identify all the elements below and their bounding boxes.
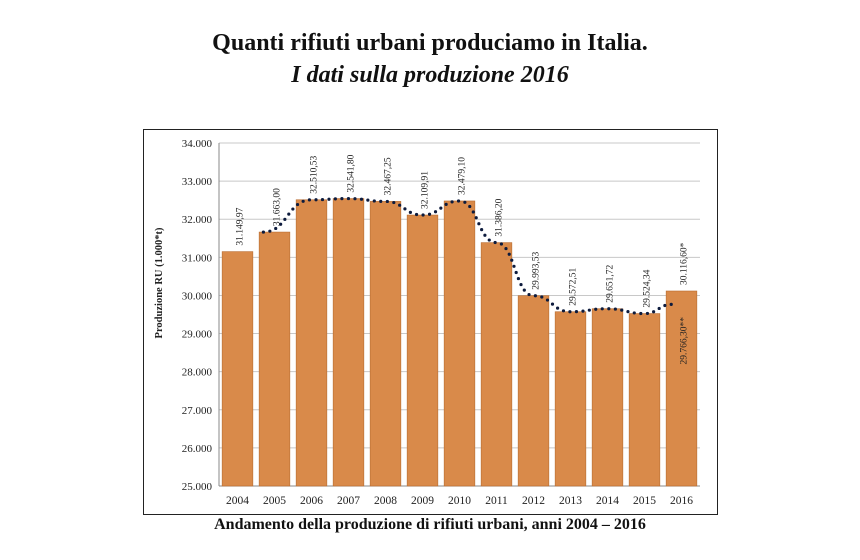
x-tick-label: 2014 (596, 495, 619, 507)
data-label: 32.467,25 (384, 157, 394, 195)
data-label: 29.524,34 (643, 269, 653, 307)
y-tick-label: 34.000 (182, 138, 213, 150)
x-tick-label: 2009 (411, 495, 434, 507)
bar (258, 231, 291, 487)
x-tick-label: 2006 (300, 495, 323, 507)
data-label: 32.541,80 (347, 154, 357, 192)
data-labels: 31.149,97 31.663,00 32.510,53 32.541,80 32.4… (236, 154, 690, 364)
x-tick-label: 2016 (670, 495, 693, 507)
page-title: Quanti rifiuti urbani produciamo in Ital… (212, 30, 648, 56)
bar (554, 311, 587, 487)
bar (221, 251, 254, 487)
page-subtitle: I dati sulla produzione 2016 (291, 62, 569, 88)
x-tick-label: 2012 (522, 495, 545, 507)
trend-line-path (261, 196, 674, 316)
y-tick-label: 26.000 (182, 443, 213, 455)
trend-line (261, 196, 674, 316)
data-label: 31.386,20 (495, 198, 505, 236)
data-label: 29.651,72 (606, 264, 616, 302)
x-tick-label: 2007 (337, 495, 360, 507)
x-tick-label: 2011 (485, 495, 508, 507)
data-label: 32.109,91 (421, 171, 431, 209)
y-tick-label: 28.000 (182, 367, 213, 379)
data-label: 29.993,53 (532, 251, 542, 289)
x-tick-labels: 2004 2005 2006 2007 2008 2009 2010 2011 2012 2013… (226, 495, 693, 507)
chart-caption: Andamento della produzione di rifiuti ur… (214, 516, 646, 533)
bar (406, 214, 439, 487)
data-label: 29.572,51 (569, 267, 579, 305)
bar (332, 198, 365, 487)
bar (591, 308, 624, 487)
y-tick-label: 32.000 (182, 214, 213, 226)
y-tick-label: 29.000 (182, 329, 213, 341)
data-label: 30.116,60* (680, 242, 690, 285)
y-tick-label: 31.000 (182, 252, 213, 264)
bar (369, 201, 402, 487)
y-tick-label: 27.000 (182, 405, 213, 417)
x-tick-label: 2004 (226, 495, 249, 507)
bar (628, 313, 661, 487)
bar (295, 199, 328, 487)
y-tick-labels: 25.000 26.000 27.000 28.000 29.000 30.000 31.0… (182, 138, 213, 493)
x-tick-label: 2015 (633, 495, 656, 507)
x-tick-label: 2010 (448, 495, 471, 507)
y-axis-label: Produzione RU (1.000*t) (154, 227, 165, 338)
y-tick-label: 25.000 (182, 481, 213, 493)
bar (665, 290, 698, 487)
bar (443, 200, 476, 487)
bars (221, 198, 698, 487)
y-tick-label: 33.000 (182, 176, 213, 188)
x-tick-label: 2005 (263, 495, 286, 507)
y-tick-label: 30.000 (182, 290, 213, 302)
bar (517, 295, 550, 487)
trend-point-label: 29.766,30** (680, 317, 690, 365)
bar (480, 242, 513, 487)
data-label: 31.149,97 (236, 207, 246, 245)
x-tick-label: 2008 (374, 495, 397, 507)
x-tick-label: 2013 (559, 495, 582, 507)
data-label: 31.663,00 (273, 188, 283, 226)
data-label: 32.479,10 (458, 157, 468, 195)
data-label: 32.510,53 (310, 156, 320, 194)
